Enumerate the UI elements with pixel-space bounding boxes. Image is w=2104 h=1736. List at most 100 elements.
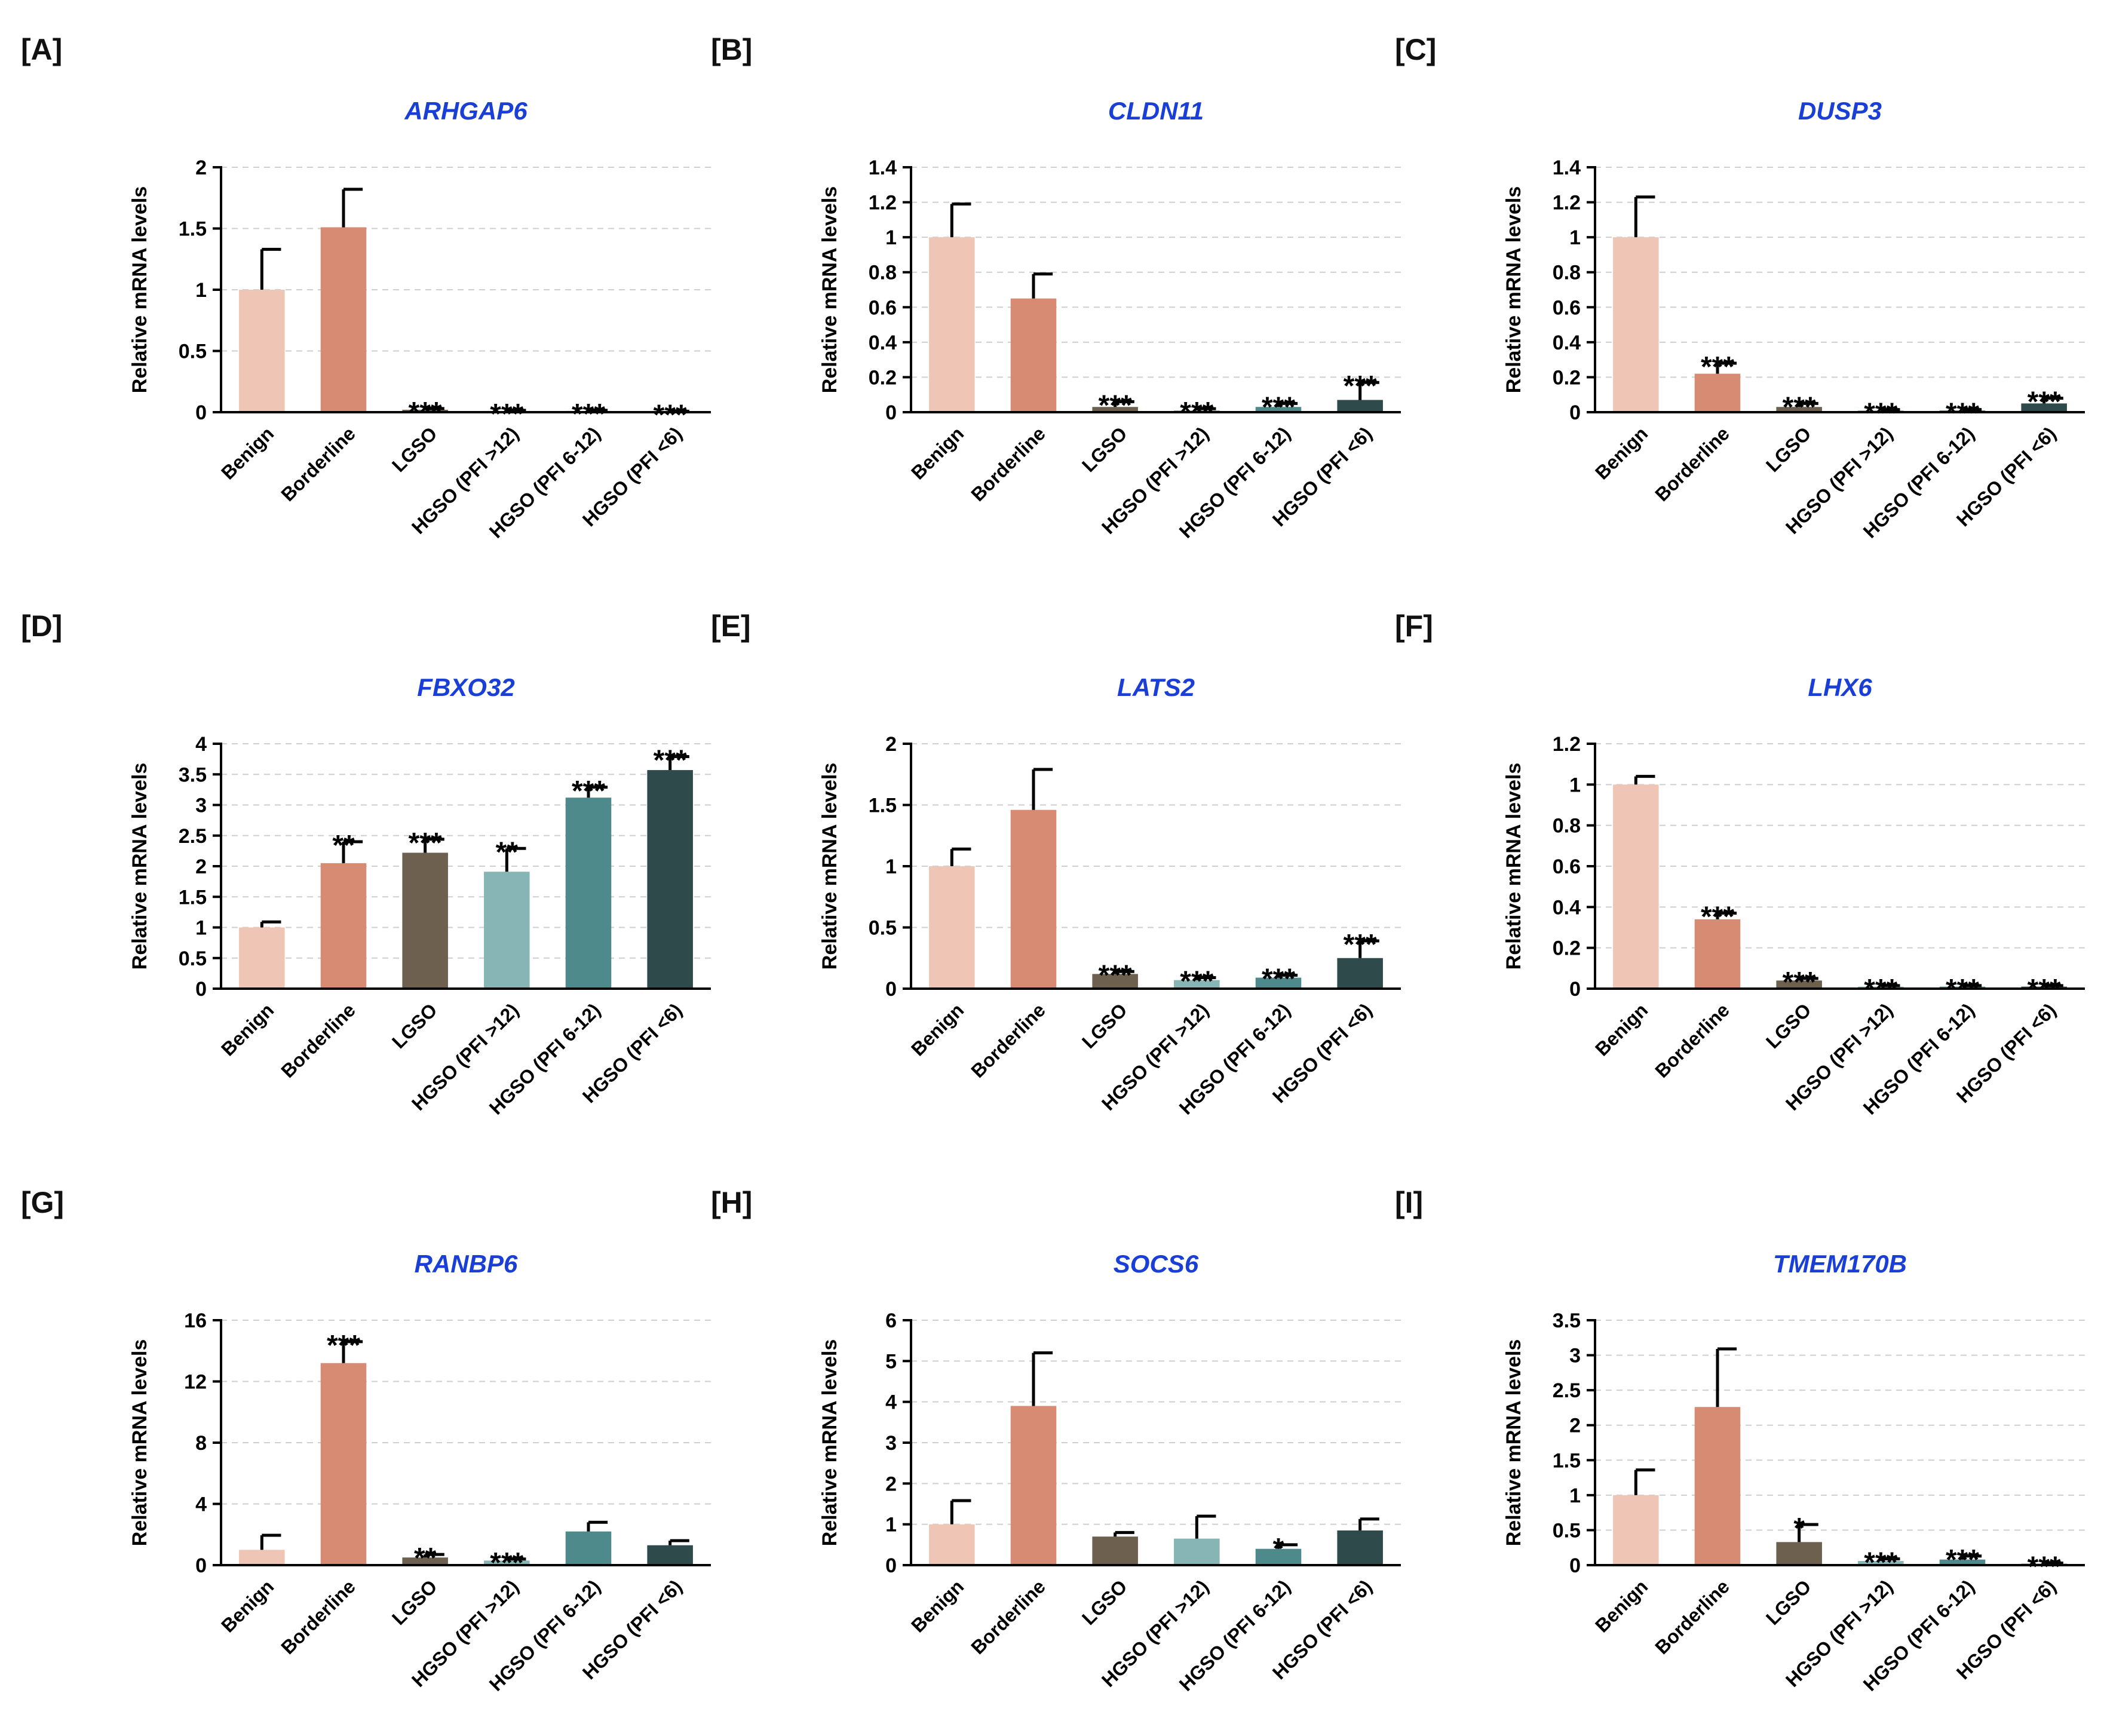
y-tick-label: 2 bbox=[195, 855, 207, 878]
bar-2 bbox=[1694, 373, 1741, 412]
chart-panel-g: [G] RANBP6 0 4 8 12 16 Relative mRNA levels Beni… bbox=[21, 1186, 711, 1695]
chart-title: DUSP3 bbox=[1798, 97, 1882, 125]
y-tick-label: 0.6 bbox=[869, 296, 897, 319]
panel-label: [I] bbox=[1395, 1186, 1423, 1219]
significance-marker: *** bbox=[1946, 1544, 1979, 1576]
x-tick-label: Benign bbox=[1591, 999, 1652, 1060]
bar-5 bbox=[1255, 407, 1302, 412]
x-tick-label: Borderline bbox=[1651, 1575, 1734, 1658]
chart-panel-a: [A] ARHGAP6 0 0.5 1 1.5 2 Relative mRNA levels B… bbox=[21, 33, 711, 542]
bar-3 bbox=[1092, 1536, 1138, 1565]
bar-1 bbox=[1613, 237, 1659, 412]
bar-4 bbox=[1858, 1560, 1904, 1565]
y-tick-label: 1 bbox=[885, 855, 897, 878]
x-tick-label: LGSO bbox=[1762, 999, 1815, 1053]
bar-3 bbox=[1092, 407, 1138, 412]
y-tick-label: 1.5 bbox=[1553, 1449, 1581, 1472]
bar-1 bbox=[239, 927, 285, 989]
y-tick-label: 1.5 bbox=[179, 218, 207, 241]
significance-marker: * bbox=[1793, 1513, 1805, 1544]
y-tick-label: 1.2 bbox=[869, 192, 897, 214]
y-axis-label: Relative mRNA levels bbox=[818, 763, 841, 970]
y-tick-label: 0 bbox=[195, 1554, 207, 1577]
chart-panel-d: [D] FBXO32 0 0.5 1 1.5 2 2.5 3 3.5 4 Relative mRNA … bbox=[21, 609, 711, 1119]
bar-1 bbox=[1613, 784, 1659, 989]
y-tick-label: 0.6 bbox=[1553, 296, 1581, 319]
panel-label: [F] bbox=[1395, 609, 1433, 643]
significance-marker: *** bbox=[1701, 901, 1734, 933]
y-tick-label: 2.5 bbox=[1553, 1379, 1581, 1402]
chart-panel-b: [B] CLDN11 0 0.2 0.4 0.6 0.8 1 1.2 1.4 Relative mR… bbox=[711, 33, 1401, 542]
chart-title: LHX6 bbox=[1808, 673, 1872, 701]
y-tick-label: 0 bbox=[195, 401, 207, 424]
panel-label: [H] bbox=[711, 1186, 752, 1219]
bar-2 bbox=[320, 227, 367, 412]
significance-marker: *** bbox=[572, 775, 605, 807]
y-tick-label: 1 bbox=[195, 279, 207, 302]
bar-2 bbox=[1010, 809, 1057, 989]
y-tick-label: 3 bbox=[885, 1432, 897, 1455]
x-tick-label: Benign bbox=[907, 999, 968, 1060]
chart-title: SOCS6 bbox=[1114, 1250, 1199, 1278]
y-tick-label: 0.8 bbox=[1553, 262, 1581, 284]
y-tick-label: 0 bbox=[885, 401, 897, 424]
significance-marker: *** bbox=[1946, 398, 1979, 430]
bar-5 bbox=[565, 798, 612, 989]
y-tick-label: 4 bbox=[195, 733, 207, 756]
y-tick-label: 12 bbox=[184, 1371, 207, 1394]
x-tick-label: Borderline bbox=[277, 1575, 360, 1658]
bar-5 bbox=[1255, 1548, 1302, 1565]
y-tick-label: 3.5 bbox=[179, 763, 207, 786]
panel-label: [B] bbox=[711, 33, 752, 66]
significance-marker: *** bbox=[1701, 351, 1734, 383]
bar-3 bbox=[402, 409, 448, 412]
bar-5 bbox=[1939, 1559, 1986, 1565]
chart-title: RANBP6 bbox=[415, 1250, 518, 1278]
y-tick-label: 1.5 bbox=[869, 795, 897, 817]
chart-title: ARHGAP6 bbox=[404, 97, 527, 125]
x-tick-label: LGSO bbox=[388, 1575, 441, 1629]
y-axis-label: Relative mRNA levels bbox=[128, 763, 151, 970]
y-tick-label: 0.6 bbox=[1553, 855, 1581, 878]
bar-4 bbox=[484, 1560, 530, 1565]
y-axis-label: Relative mRNA levels bbox=[1502, 763, 1525, 970]
panel-label: [G] bbox=[21, 1186, 64, 1219]
y-tick-label: 16 bbox=[184, 1309, 207, 1332]
y-tick-label: 6 bbox=[885, 1309, 897, 1332]
significance-marker: *** bbox=[1344, 370, 1377, 402]
x-tick-label: LGSO bbox=[1078, 999, 1131, 1053]
bar-3 bbox=[1092, 974, 1138, 989]
bar-1 bbox=[239, 1550, 285, 1565]
x-tick-label: Borderline bbox=[967, 999, 1050, 1082]
panel-label: [A] bbox=[21, 33, 62, 66]
y-tick-label: 1 bbox=[195, 917, 207, 940]
significance-marker: *** bbox=[1262, 963, 1295, 995]
y-tick-label: 0 bbox=[195, 978, 207, 1001]
significance-marker: *** bbox=[1783, 967, 1816, 998]
significance-marker: *** bbox=[490, 398, 523, 430]
x-tick-label: Borderline bbox=[1651, 999, 1734, 1082]
bar-5 bbox=[565, 1531, 612, 1565]
x-tick-label: Borderline bbox=[277, 999, 360, 1082]
y-tick-label: 4 bbox=[195, 1493, 207, 1516]
y-axis-label: Relative mRNA levels bbox=[128, 1339, 151, 1546]
significance-marker: * bbox=[1273, 1533, 1284, 1565]
bar-4 bbox=[484, 872, 530, 989]
panel-label: [D] bbox=[21, 609, 62, 643]
significance-marker: *** bbox=[1180, 966, 1213, 998]
bar-2 bbox=[1010, 298, 1057, 412]
y-tick-label: 1.5 bbox=[179, 886, 207, 909]
x-tick-label: LGSO bbox=[1078, 1575, 1131, 1629]
x-tick-label: LGSO bbox=[1078, 422, 1131, 476]
chart-panel-h: [H] SOCS6 0 1 2 3 4 5 6 Relative mRNA levels Benig… bbox=[711, 1186, 1401, 1695]
x-tick-label: Borderline bbox=[1651, 422, 1734, 505]
y-axis-label: Relative mRNA levels bbox=[818, 186, 841, 393]
y-tick-label: 1.2 bbox=[1553, 733, 1581, 756]
significance-marker: *** bbox=[1099, 959, 1132, 991]
x-tick-label: Benign bbox=[907, 1575, 968, 1636]
y-tick-label: 0.4 bbox=[869, 332, 897, 354]
bar-3 bbox=[402, 852, 448, 989]
bar-4 bbox=[1174, 1538, 1220, 1565]
panel-label: [C] bbox=[1395, 33, 1436, 66]
